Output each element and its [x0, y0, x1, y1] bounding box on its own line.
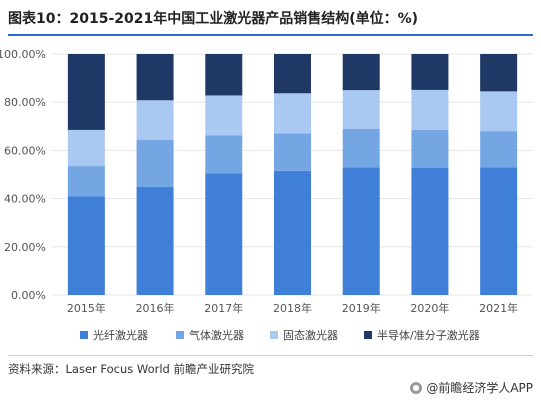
bar-segment: [411, 129, 449, 168]
x-tick-label: 2020年: [410, 301, 449, 315]
bar-segment: [411, 89, 449, 130]
y-tick-label: 60.00%: [4, 144, 46, 157]
bar-segment: [205, 173, 243, 295]
legend-label: 固态激光器: [283, 328, 338, 342]
bar-segment: [274, 133, 311, 171]
brand-logo-icon: [410, 381, 423, 394]
bar-segment: [67, 54, 105, 130]
chart-title: 图表10：2015-2021年中国工业激光器产品销售结构(单位：%): [8, 11, 419, 27]
legend-label: 光纤激光器: [93, 328, 148, 342]
bar-segment: [136, 54, 174, 101]
title-underline: [8, 34, 533, 36]
bar-segment: [205, 135, 243, 174]
bar-segment: [136, 187, 174, 295]
x-tick-label: 2021年: [479, 301, 518, 315]
bar-segment: [480, 91, 518, 132]
bar-segment: [274, 54, 311, 94]
brand-text: @前瞻经济学人APP: [426, 381, 533, 395]
bar-segment: [205, 54, 243, 96]
y-tick-label: 0.00%: [11, 289, 46, 302]
legend: 光纤激光器 气体激光器 固态激光器 半导体/准分子激光器: [80, 328, 480, 342]
legend-swatch: [176, 331, 184, 339]
footer-divider: [8, 355, 533, 356]
bar-segment: [205, 95, 243, 136]
bar-segment: [67, 196, 105, 295]
bar-segment: [480, 131, 518, 168]
bar-segment: [136, 140, 174, 188]
bar-segment: [67, 129, 105, 167]
bar-segment: [480, 54, 518, 92]
bar-segment: [342, 167, 380, 295]
y-tick-label: 100.00%: [0, 48, 46, 61]
y-tick-label: 20.00%: [4, 241, 46, 254]
legend-swatch: [80, 331, 88, 339]
y-tick-label: 80.00%: [4, 96, 46, 109]
y-tick-label: 40.00%: [4, 193, 46, 206]
bar-segment: [411, 54, 449, 90]
legend-label: 气体激光器: [189, 328, 244, 342]
bar-segment: [480, 167, 518, 295]
source-note: 资料来源：Laser Focus World 前瞻产业研究院: [8, 362, 255, 376]
grid-lines: [52, 53, 533, 296]
bar-segment: [342, 90, 380, 129]
legend-swatch: [270, 331, 278, 339]
bar-segment: [342, 54, 380, 91]
x-tick-label: 2015年: [67, 301, 106, 315]
bar-segment: [136, 100, 174, 141]
bar-segment: [342, 128, 380, 168]
legend-swatch: [364, 331, 372, 339]
x-axis-ticks: 2015年 2016年 2017年 2018年 2019年 2020年 2021年: [67, 301, 518, 315]
bar-segment: [67, 166, 105, 197]
x-tick-label: 2019年: [342, 301, 381, 315]
brand-watermark: @前瞻经济学人APP: [410, 379, 533, 396]
bars: [67, 54, 518, 295]
stacked-bar-chart: 0.00% 20.00% 40.00% 60.00% 80.00% 100.00% 201…: [0, 48, 533, 342]
y-axis-ticks: 0.00% 20.00% 40.00% 60.00% 80.00% 100.00%: [0, 48, 46, 302]
bar-segment: [274, 93, 311, 134]
bar-segment: [274, 170, 311, 295]
x-tick-label: 2016年: [136, 301, 175, 315]
x-tick-label: 2018年: [273, 301, 312, 315]
legend-label: 半导体/准分子激光器: [377, 328, 480, 342]
x-tick-label: 2017年: [204, 301, 243, 315]
bar-segment: [411, 167, 449, 295]
